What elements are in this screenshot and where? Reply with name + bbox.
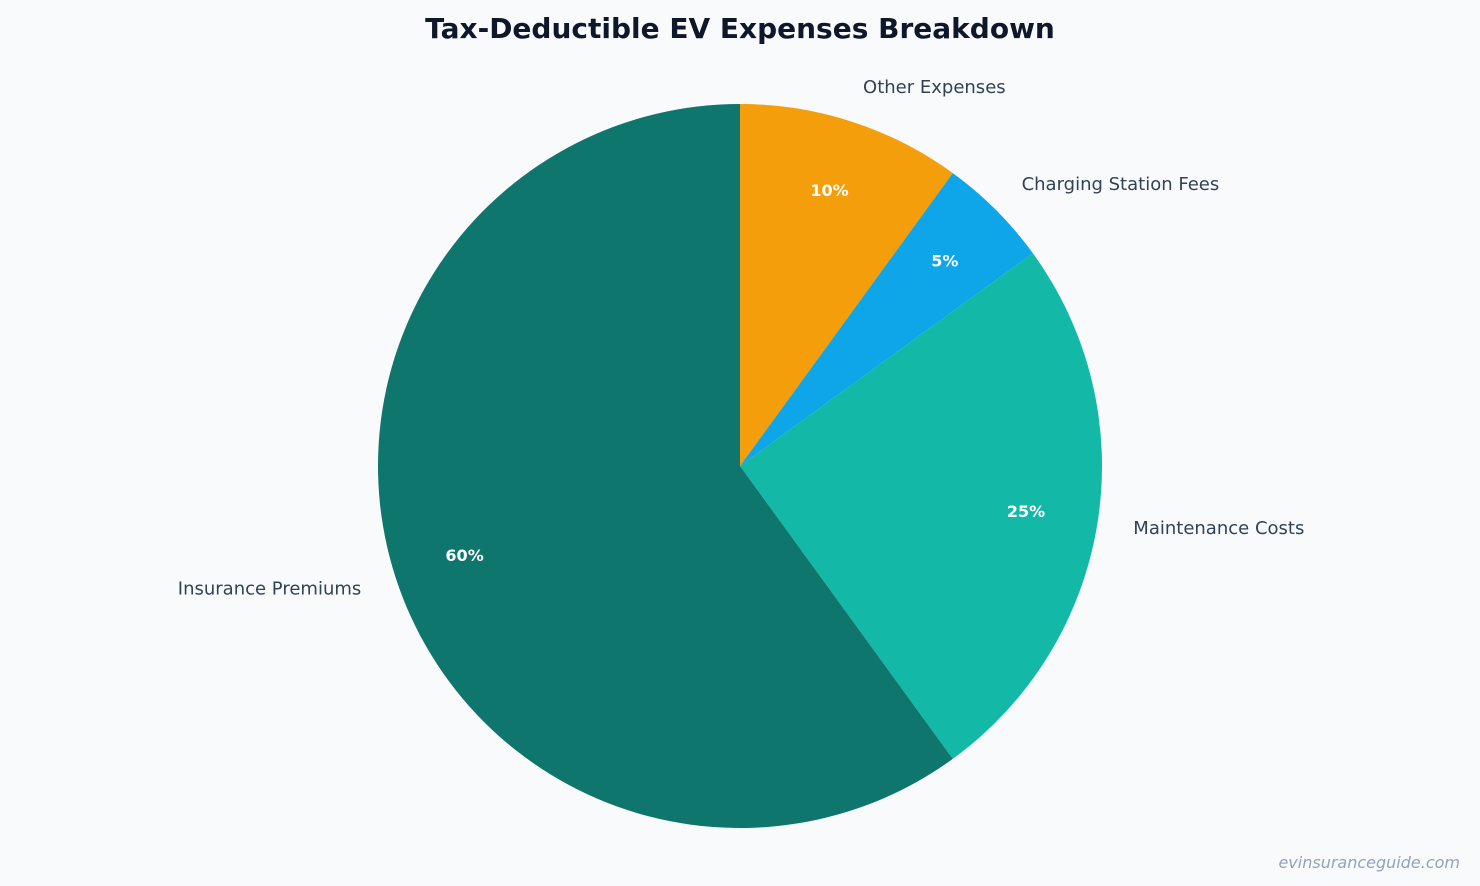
pie-slice-insurance-premiums xyxy=(378,104,953,828)
pct-label-charging-station-fees: 5% xyxy=(931,252,958,271)
slice-label-insurance-premiums: Insurance Premiums xyxy=(178,579,362,600)
percentage-labels: 10% 5% 25% 60% xyxy=(445,181,1045,565)
pct-label-maintenance-costs: 25% xyxy=(1007,502,1045,521)
pct-label-other-expenses: 10% xyxy=(810,181,848,200)
slice-label-maintenance-costs: Maintenance Costs xyxy=(1133,518,1304,539)
category-labels: Other Expenses Charging Station Fees Maint… xyxy=(178,77,1305,600)
pie-slice-maintenance-costs xyxy=(740,253,1102,759)
pie-slice-other-expenses xyxy=(740,104,953,466)
pie-slice-charging-station-fees xyxy=(740,173,1033,466)
watermark: evinsuranceguide.com xyxy=(1278,853,1460,872)
slice-label-other-expenses: Other Expenses xyxy=(863,77,1006,98)
pie-slices xyxy=(378,104,1102,828)
slice-label-charging-station-fees: Charging Station Fees xyxy=(1022,174,1220,195)
chart-title: Tax-Deductible EV Expenses Breakdown xyxy=(425,12,1055,45)
pct-label-insurance-premiums: 60% xyxy=(445,546,483,565)
